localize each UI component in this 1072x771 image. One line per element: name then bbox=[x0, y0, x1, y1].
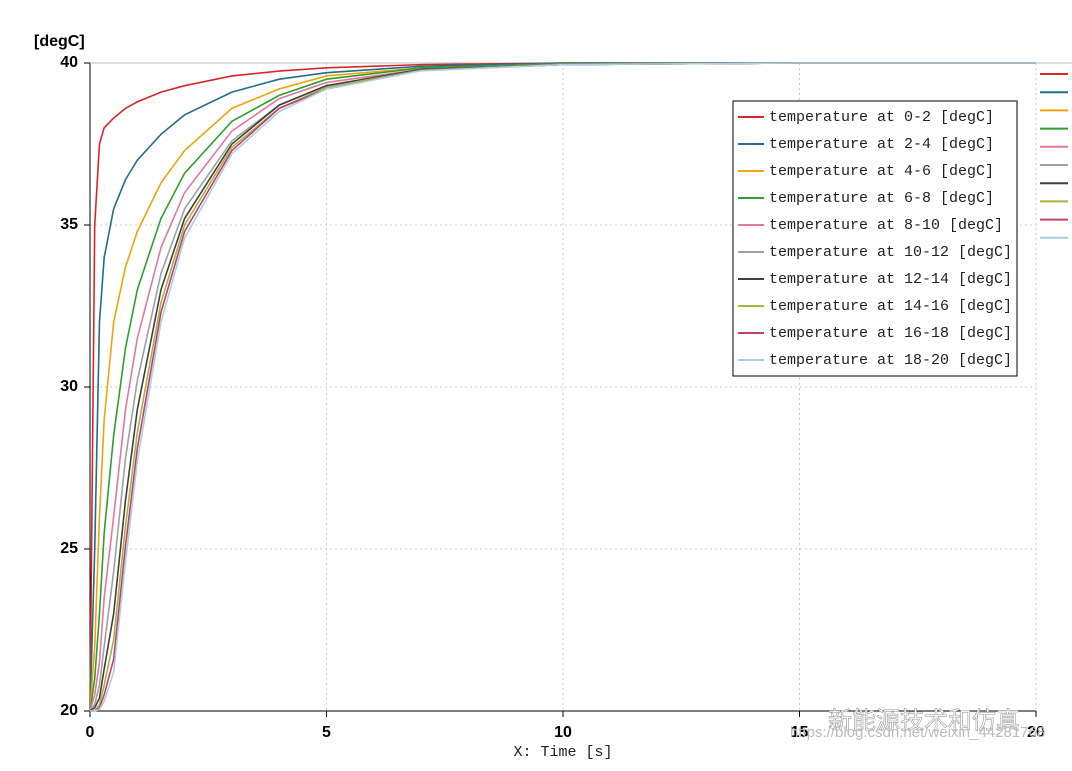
x-tick-label: 0 bbox=[86, 724, 95, 741]
y-tick-label: 40 bbox=[60, 54, 78, 71]
x-tick-label: 20 bbox=[1027, 724, 1045, 741]
legend-label: temperature at 6-8 [degC] bbox=[769, 190, 994, 207]
legend-label: temperature at 8-10 [degC] bbox=[769, 217, 1003, 234]
x-tick-label: 15 bbox=[791, 724, 809, 741]
legend-label: temperature at 18-20 [degC] bbox=[769, 352, 1012, 369]
legend-label: temperature at 16-18 [degC] bbox=[769, 325, 1012, 342]
x-axis-title: X: Time [s] bbox=[513, 744, 612, 761]
legend-box bbox=[732, 100, 1018, 377]
watermark: 新能源技术和仿真 bbox=[828, 707, 1020, 734]
watermark-url: https://blog.csdn.net/weixin_44281768 bbox=[790, 724, 1045, 741]
x-tick-label: 10 bbox=[554, 724, 572, 741]
y-axis-title: [degC] bbox=[34, 33, 85, 50]
series-line bbox=[90, 62, 1036, 712]
series-line bbox=[89, 62, 1036, 712]
legend-label: temperature at 4-6 [degC] bbox=[769, 163, 994, 180]
y-tick-label: 20 bbox=[60, 702, 78, 719]
y-tick-label: 30 bbox=[60, 378, 78, 395]
x-tick-label: 5 bbox=[322, 724, 331, 741]
legend-label: temperature at 2-4 [degC] bbox=[769, 136, 994, 153]
legend-label: temperature at 0-2 [degC] bbox=[769, 109, 994, 126]
legend-label: temperature at 14-16 [degC] bbox=[769, 298, 1012, 315]
y-tick-label: 35 bbox=[60, 216, 78, 233]
legend-label: temperature at 10-12 [degC] bbox=[769, 244, 1012, 261]
legend-label: temperature at 12-14 [degC] bbox=[769, 271, 1012, 288]
y-tick-label: 25 bbox=[60, 540, 78, 557]
series-line bbox=[89, 62, 1036, 712]
series-line bbox=[89, 62, 1036, 712]
